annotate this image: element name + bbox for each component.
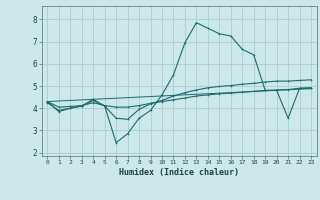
X-axis label: Humidex (Indice chaleur): Humidex (Indice chaleur) — [119, 168, 239, 177]
